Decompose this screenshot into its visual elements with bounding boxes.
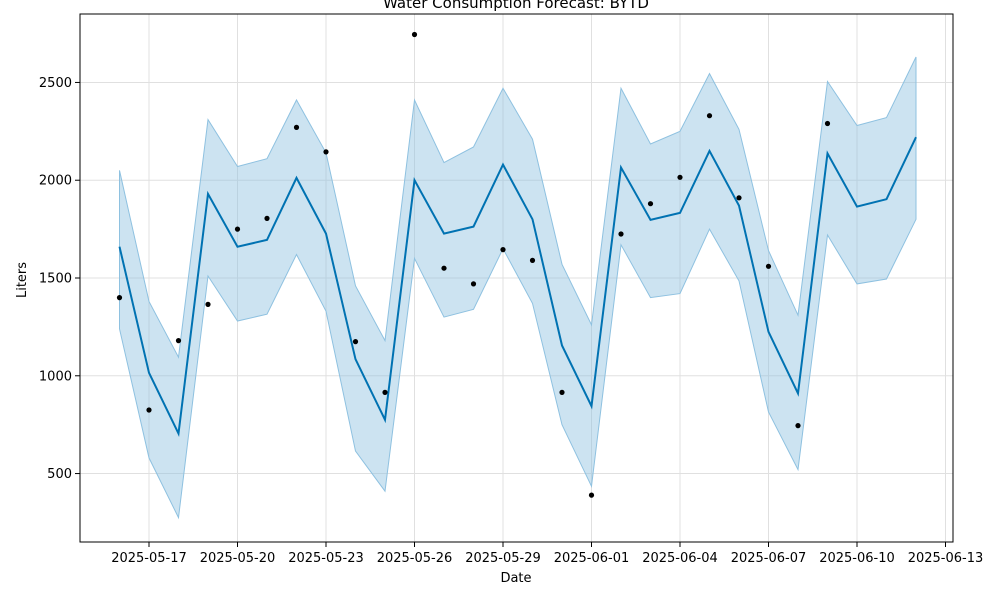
actual-point (647, 201, 654, 207)
y-axis-label: Liters (15, 262, 30, 298)
actual-point (618, 231, 624, 237)
actual-point (264, 215, 270, 221)
forecast-line (118, 136, 917, 437)
actual-point (795, 423, 801, 429)
uncertainty-band (119, 56, 917, 520)
actual-point (175, 338, 182, 344)
actual-point (470, 281, 477, 287)
y-tick-label: 2000 (39, 174, 72, 189)
x-tick-label: 2025-05-26 (377, 551, 453, 566)
actual-point (323, 149, 329, 155)
x-tick-label: 2025-06-01 (554, 551, 630, 566)
actual-point (293, 124, 300, 130)
x-tick-label: 2025-05-20 (200, 551, 276, 566)
actual-point (588, 492, 595, 498)
actual-point (205, 301, 211, 307)
y-tick-label: 1500 (39, 272, 72, 287)
x-tick-label: 2025-06-04 (642, 551, 718, 566)
x-axis: 2025-05-17 2025-05-20 2025-05-23 2025-05-26… (111, 542, 983, 566)
actual-point (706, 113, 713, 119)
actual-point (146, 407, 152, 413)
x-tick-label: 2025-05-17 (111, 551, 187, 566)
x-tick-label: 2025-05-23 (288, 551, 364, 566)
actual-point (411, 31, 418, 38)
actual-points (116, 31, 831, 498)
actual-point (441, 265, 447, 271)
y-tick-label: 1000 (39, 369, 72, 384)
y-tick-label: 500 (47, 467, 72, 482)
actual-point (677, 174, 683, 180)
x-tick-label: 2025-06-10 (819, 551, 895, 566)
x-tick-label: 2025-05-29 (465, 551, 541, 566)
actual-point (116, 295, 123, 301)
actual-point (382, 389, 388, 395)
x-axis-label: Date (500, 571, 531, 586)
actual-point (824, 120, 831, 127)
y-axis: 500 1000 1500 2000 2500 (39, 76, 80, 482)
chart-title: Water Consumption Forecast: BYTD (383, 0, 649, 12)
actual-point (736, 195, 742, 201)
grid (80, 14, 953, 542)
actual-point (765, 263, 772, 269)
actual-point (529, 257, 536, 263)
y-tick-label: 2500 (39, 76, 72, 91)
x-tick-label: 2025-06-13 (908, 551, 984, 566)
actual-point (234, 226, 241, 232)
actual-point (559, 389, 565, 395)
x-tick-label: 2025-06-07 (731, 551, 807, 566)
actual-point (352, 339, 359, 345)
actual-point (500, 247, 506, 253)
